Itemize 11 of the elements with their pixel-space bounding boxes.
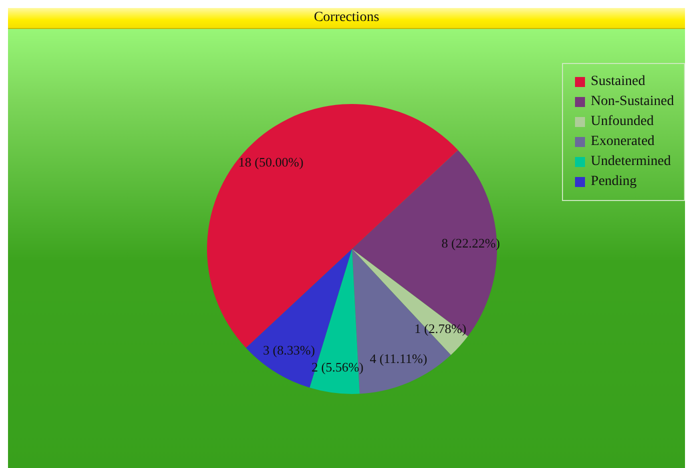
legend-label: Exonerated: [590, 134, 655, 150]
legend-label: Unfounded: [590, 114, 654, 130]
legend-label: Non-Sustained: [590, 94, 674, 110]
legend-label: Pending: [590, 174, 637, 190]
data-label: 4 (11.11%): [370, 350, 428, 366]
data-label: 3 (8.33%): [262, 342, 315, 358]
legend-label: Undetermined: [590, 154, 671, 170]
legend-label: Sustained: [590, 74, 646, 90]
chart-title: Corrections: [314, 10, 380, 25]
pie-slice: [352, 249, 468, 356]
data-label: 18 (50.00%): [238, 154, 304, 170]
